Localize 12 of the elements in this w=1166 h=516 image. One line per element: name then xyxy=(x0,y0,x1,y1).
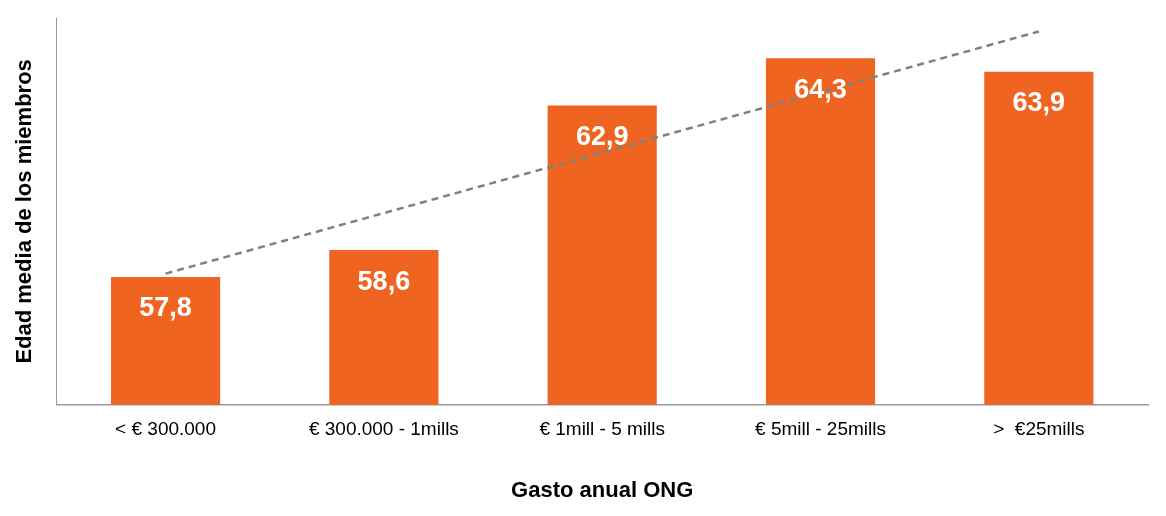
x-tick-label: € 5mill - 25mills xyxy=(755,418,886,440)
x-tick-label: € 1mill - 5 mills xyxy=(539,418,666,440)
data-label: 63,9 xyxy=(1012,87,1066,118)
data-label: 57,8 xyxy=(139,292,192,323)
x-tick-label: € 300.000 - 1mills xyxy=(308,418,459,440)
data-label: 64,3 xyxy=(794,73,847,104)
x-tick-label: < € 300.000 xyxy=(115,418,217,440)
data-label: 62,9 xyxy=(575,120,629,151)
y-axis-title: Edad media de los miembros xyxy=(11,59,37,364)
data-label: 58,6 xyxy=(357,265,411,296)
x-tick-label: > €25mills xyxy=(993,418,1085,440)
x-axis-title: Gasto anual ONG xyxy=(511,476,694,502)
